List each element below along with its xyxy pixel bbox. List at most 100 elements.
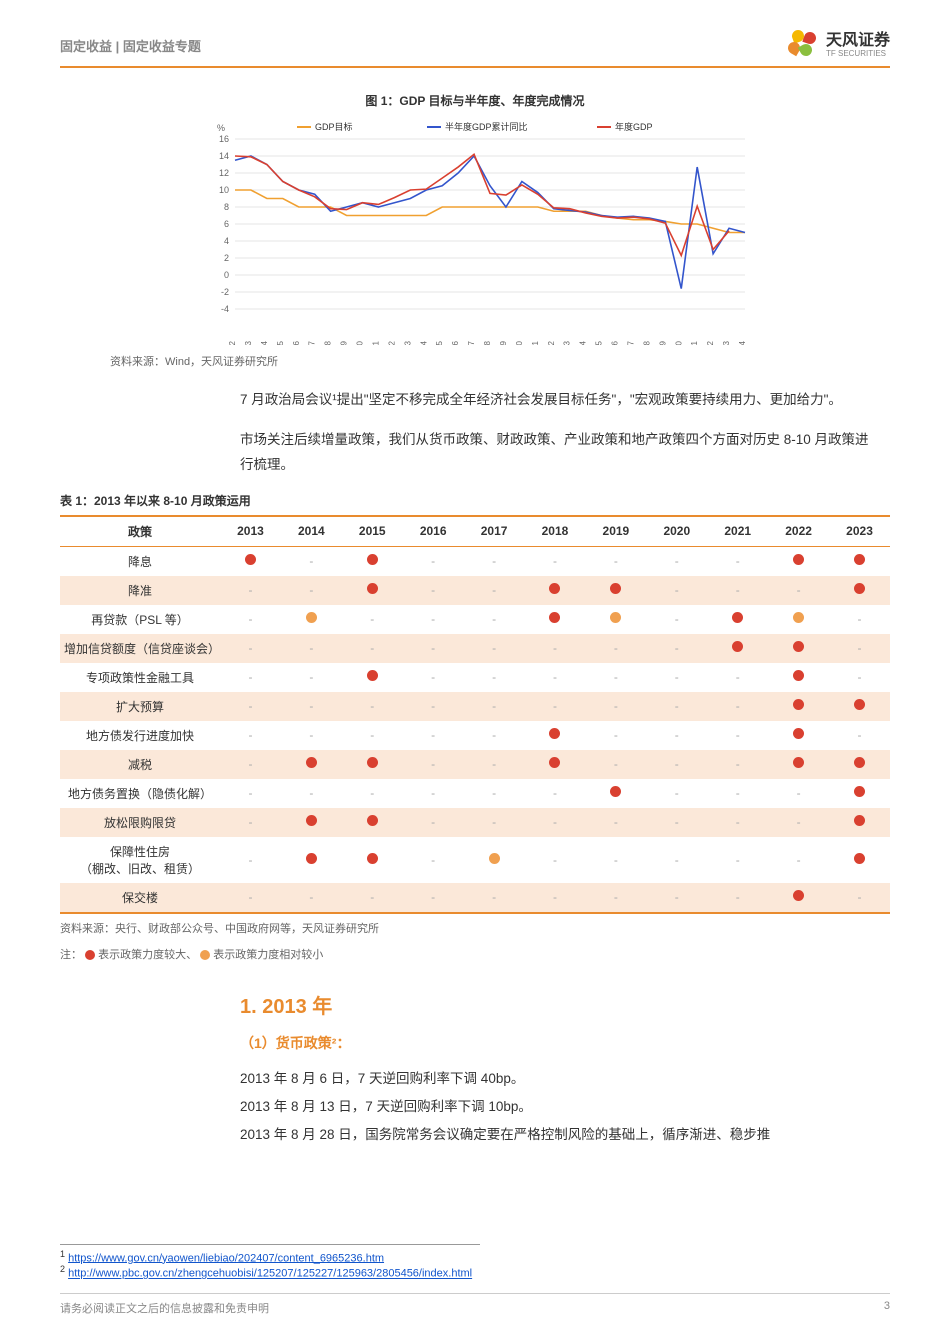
svg-text:2001: 2001: [371, 340, 380, 345]
table-cell: [342, 576, 403, 605]
table-cell: -: [342, 721, 403, 750]
footnote-link[interactable]: https://www.gov.cn/yaowen/liebiao/202407…: [68, 1252, 384, 1264]
legend-dot-minor-icon: [200, 950, 210, 960]
table-cell: -: [646, 721, 707, 750]
dot-major-icon: [793, 641, 804, 652]
policy-label: 保障性住房（棚改、旧改、租赁）: [60, 837, 220, 883]
table-cell: -: [403, 808, 464, 837]
table-cell: [829, 576, 890, 605]
table-cell: -: [281, 546, 342, 576]
footnote-link[interactable]: http://www.pbc.gov.cn/zhengcehuobisi/125…: [68, 1268, 472, 1280]
policy-label: 降息: [60, 546, 220, 576]
table-cell: -: [646, 576, 707, 605]
table-cell: -: [220, 605, 281, 634]
table-cell: -: [646, 605, 707, 634]
table-cell: -: [464, 634, 525, 663]
dot-major-icon: [549, 728, 560, 739]
table-cell: [829, 692, 890, 721]
dot-major-icon: [793, 699, 804, 710]
svg-text:16: 16: [219, 134, 229, 144]
table-cell: [525, 721, 586, 750]
svg-text:年度GDP: 年度GDP: [615, 121, 653, 132]
table-legend: 注： 表示政策力度较大、 表示政策力度相对较小: [60, 946, 890, 966]
table-cell: -: [403, 837, 464, 883]
dot-major-icon: [854, 699, 865, 710]
table-cell: -: [464, 779, 525, 808]
table-cell: [525, 576, 586, 605]
svg-text:-2: -2: [221, 287, 229, 297]
svg-text:1995: 1995: [276, 340, 285, 345]
table-cell: -: [707, 546, 768, 576]
section-heading-2: （1）货币政策²：: [240, 1033, 890, 1053]
table-cell: [768, 750, 829, 779]
table-cell: [220, 546, 281, 576]
dot-major-icon: [367, 815, 378, 826]
dot-minor-icon: [793, 612, 804, 623]
table-cell: -: [464, 576, 525, 605]
header-title: 固定收益 | 固定收益专题: [60, 36, 201, 55]
table-cell: -: [646, 883, 707, 913]
table-cell: -: [646, 634, 707, 663]
dot-major-icon: [549, 612, 560, 623]
table-title: 表 1：2013 年以来 8-10 月政策运用: [60, 492, 890, 509]
table-cell: -: [525, 663, 586, 692]
table-cell: -: [707, 692, 768, 721]
table-cell: -: [220, 634, 281, 663]
footnotes: 1 https://www.gov.cn/yaowen/liebiao/2024…: [60, 1244, 480, 1280]
svg-text:-4: -4: [221, 304, 229, 314]
policy-label: 减税: [60, 750, 220, 779]
svg-text:2000: 2000: [356, 340, 365, 345]
dot-major-icon: [854, 554, 865, 565]
body-text: 2013 年 8 月 13 日，7 天逆回购利率下调 10bp。: [240, 1093, 880, 1121]
table-cell: -: [585, 634, 646, 663]
table-cell: -: [585, 663, 646, 692]
table-cell: [829, 808, 890, 837]
dot-major-icon: [854, 583, 865, 594]
dot-major-icon: [854, 815, 865, 826]
policy-label: 保交楼: [60, 883, 220, 913]
page-footer: 请务必阅读正文之后的信息披露和免责申明 3: [60, 1293, 890, 1316]
dot-major-icon: [854, 786, 865, 797]
table-cell: -: [220, 576, 281, 605]
table-cell: [342, 808, 403, 837]
dot-major-icon: [610, 583, 621, 594]
dot-major-icon: [854, 853, 865, 864]
table-cell: -: [281, 779, 342, 808]
table-cell: -: [403, 692, 464, 721]
table-cell: -: [646, 692, 707, 721]
policy-label: 地方债务置换（隐债化解）: [60, 779, 220, 808]
chart-title: 图 1：GDP 目标与半年度、年度完成情况: [60, 92, 890, 109]
policy-table: 政策20132014201520162017201820192020202120…: [60, 515, 890, 914]
svg-text:1997: 1997: [308, 340, 317, 345]
table-cell: [768, 605, 829, 634]
gdp-chart: -4-20246810121416%1992199319941995199619…: [195, 115, 755, 345]
table-header-cell: 2022: [768, 516, 829, 547]
page-header: 固定收益 | 固定收益专题 天风证券 TF SECURITIES: [60, 30, 890, 68]
svg-text:2005: 2005: [435, 340, 444, 345]
paragraph-1: 7 月政治局会议¹提出"坚定不移完成全年经济社会发展目标任务"，"宏观政策要持续…: [240, 387, 880, 413]
table-cell: [342, 663, 403, 692]
table-cell: [464, 837, 525, 883]
svg-text:4: 4: [224, 236, 229, 246]
svg-text:2014: 2014: [579, 340, 588, 345]
table-cell: -: [829, 634, 890, 663]
table-cell: -: [220, 663, 281, 692]
table-cell: -: [403, 605, 464, 634]
table-header-cell: 2015: [342, 516, 403, 547]
table-cell: [829, 837, 890, 883]
table-cell: -: [707, 883, 768, 913]
table-cell: -: [768, 576, 829, 605]
table-cell: [342, 837, 403, 883]
table-cell: -: [281, 634, 342, 663]
policy-label: 放松限购限贷: [60, 808, 220, 837]
table-cell: [768, 634, 829, 663]
dot-minor-icon: [610, 612, 621, 623]
dot-major-icon: [367, 583, 378, 594]
table-header-cell: 2021: [707, 516, 768, 547]
table-cell: -: [707, 721, 768, 750]
table-cell: -: [220, 837, 281, 883]
table-cell: -: [707, 837, 768, 883]
dot-major-icon: [793, 554, 804, 565]
policy-label: 再贷款（PSL 等）: [60, 605, 220, 634]
table-cell: -: [829, 663, 890, 692]
